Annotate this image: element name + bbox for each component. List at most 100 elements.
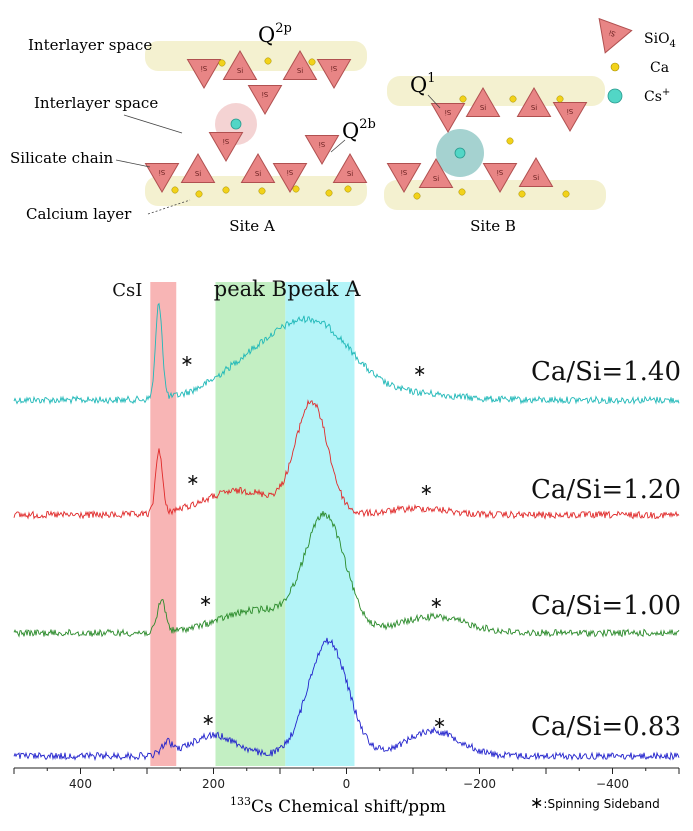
x-tick-label: 200 [202, 777, 225, 791]
band-peak-a [285, 282, 355, 766]
legend-sio4-icon: Si [598, 17, 633, 54]
si-label: Si [445, 108, 451, 116]
sideband-marker: ∗ [413, 361, 426, 380]
q2b-base: Q [342, 119, 359, 143]
tetrahedron-shape [332, 153, 368, 183]
ca-ion [218, 59, 226, 67]
si-label: Si [347, 170, 353, 178]
tetrahedron-shape [465, 87, 501, 117]
si-label: Si [319, 140, 325, 148]
si-label: Si [608, 28, 617, 38]
tetrahedron-shape [222, 50, 258, 80]
sio4-tetrahedron: Si [332, 153, 368, 183]
spectrum-line [13, 511, 680, 638]
spectra-series [13, 302, 680, 762]
sio4-tetrahedron: Si [316, 59, 352, 89]
tetrahedron-shape [208, 132, 244, 162]
series-label: Ca/Si=1.20 [531, 475, 681, 505]
band-peak-b [215, 282, 286, 766]
sio4-tetrahedron: Si [240, 153, 276, 183]
tetrahedron-shape [180, 153, 216, 183]
tetrahedron-shape [518, 157, 554, 187]
sio4-tetrahedron: Si [186, 59, 222, 89]
tetrahedron-shape [418, 158, 454, 188]
tetrahedron-shape [247, 85, 283, 115]
tetrahedron-shape [598, 17, 633, 54]
q1-base: Q [410, 73, 427, 97]
label-interlayer-space-top: Interlayer space [28, 36, 152, 54]
sio4-tetrahedron: Si [272, 163, 308, 193]
leader-interlayer [123, 114, 183, 134]
sideband-marker: ∗ [433, 713, 446, 732]
si-label: Si [255, 170, 261, 178]
si-label: Si [531, 104, 537, 112]
sideband-marker: ∗ [430, 593, 443, 612]
sideband-marker: ∗ [186, 470, 199, 489]
legend-cs-icon [607, 88, 623, 104]
cs-sup: + [662, 87, 670, 98]
sio4-tetrahedron: Si [208, 132, 244, 162]
label-q1: Q1 [410, 71, 436, 97]
schematic-legend: Si SiO4 Ca Cs+ [598, 17, 676, 105]
q2p-base: Q [258, 23, 275, 47]
sio4-tetrahedron: Si [144, 163, 180, 193]
ca-ion [344, 185, 352, 193]
series-label: Ca/Si=0.83 [531, 712, 681, 742]
tetrahedron-shape [552, 102, 588, 132]
si-label: Si [480, 104, 486, 112]
sio4-tetrahedron: Si [282, 50, 318, 80]
si-label: Si [237, 67, 243, 75]
cs-base: Cs [644, 89, 662, 105]
x-tick-label: 0 [343, 777, 351, 791]
label-silicate-chain: Silicate chain [10, 149, 113, 167]
calcium-layer-a [145, 176, 367, 206]
q2p-sup: 2p [275, 21, 292, 36]
sio4-tetrahedron: Si [518, 157, 554, 187]
ca-ion [195, 190, 203, 198]
cs-ion-site-b [454, 147, 466, 159]
tetrahedron-shape [316, 59, 352, 89]
x-axis-title: 133Cs Chemical shift/ppm [230, 795, 446, 817]
si-label: Si [195, 170, 201, 178]
si-label: Si [201, 64, 207, 72]
si-label: Si [297, 67, 303, 75]
sideband-marker: ∗ [201, 710, 214, 729]
ca-ion [556, 95, 564, 103]
ca-ion [222, 186, 230, 194]
sio4-tetrahedron: Si [222, 50, 258, 80]
q1-sup: 1 [427, 71, 435, 86]
ca-ion [413, 192, 421, 200]
ca-ion [258, 187, 266, 195]
ca-ion [459, 95, 467, 103]
band-label: CsI [112, 280, 142, 301]
sio4-sub: 4 [670, 39, 676, 50]
sideband-marker: ∗ [420, 480, 433, 499]
sio4-tetrahedron: Si [430, 103, 466, 133]
si-label: Si [159, 168, 165, 176]
x-tick-label: 400 [69, 777, 92, 791]
tetrahedron-shape [186, 59, 222, 89]
sio4-tetrahedron: Si [247, 85, 283, 115]
sideband-legend-text: :Spinning Sideband [543, 797, 659, 811]
q2b-sup: 2b [359, 117, 376, 132]
ca-ion [458, 188, 466, 196]
tetrahedron-shape [282, 50, 318, 80]
x-axis-title-sup: 133 [230, 795, 251, 808]
ca-ion [509, 95, 517, 103]
sio4-tetrahedron: Si [386, 163, 422, 193]
sideband-markers: ∗ ∗ ∗ ∗ ∗ ∗ ∗ ∗ [180, 351, 446, 732]
tetrahedron-shape [516, 87, 552, 117]
sideband-marker: ∗ [199, 591, 212, 610]
sio4-tetrahedron: Si [180, 153, 216, 183]
si-label: Si [331, 64, 337, 72]
series-label: Ca/Si=1.40 [531, 357, 681, 387]
legend-cs-label: Cs+ [644, 87, 670, 105]
ca-ion [171, 186, 179, 194]
si-label: Si [401, 168, 407, 176]
tetrahedron-shape [240, 153, 276, 183]
si-label: Si [567, 107, 573, 115]
sio4-base: SiO [644, 31, 670, 47]
x-tick-label: −400 [596, 777, 629, 791]
